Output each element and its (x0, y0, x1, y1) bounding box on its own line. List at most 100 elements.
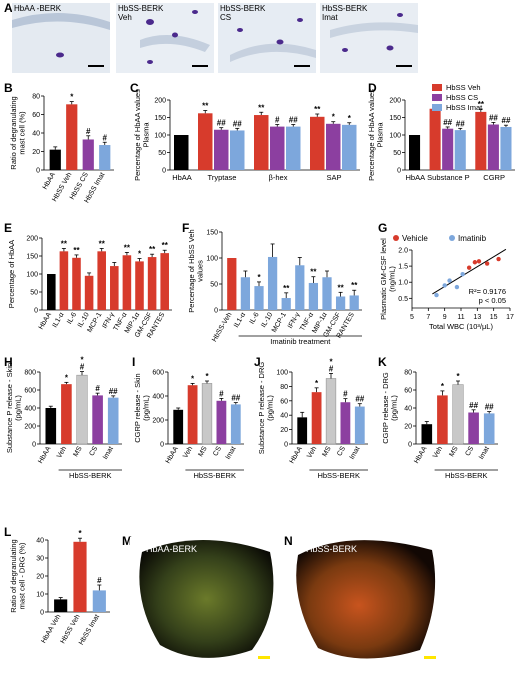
x-tick-label: HbSS Imat (78, 613, 101, 646)
x-tick-label: 13 (473, 314, 481, 321)
x-tick-label: HbAA (38, 311, 53, 331)
tissue-strand (230, 43, 316, 62)
bar (254, 286, 264, 310)
y-axis-label-line: Substance P release - DRG (257, 362, 266, 455)
x-group-label: HbSS-BERK (445, 471, 488, 480)
significance-mark: ## (355, 395, 364, 404)
y-axis-label: Percentage of HbAA (7, 240, 16, 308)
micrograph-label: HbSS-BERK (118, 4, 164, 13)
significance-mark: ** (351, 281, 358, 290)
y-tick-label: 60 (280, 398, 288, 405)
scatter-point (484, 261, 490, 266)
bar (454, 130, 466, 170)
panel-letter: F (182, 221, 189, 235)
chart-K: K 0 20 40 60 80 CGRP release - DRG(pg/mL) HbAA *… (378, 355, 498, 480)
micrograph-labels: HbAA -BERK HbSS-BERKVehHbSS-BERKCSHbSS-BE… (14, 4, 368, 22)
y-axis-label-line: mast cell (%) (18, 111, 27, 155)
stat-annotation: p < 0.05 (479, 296, 506, 305)
x-tick-label: IL-6 (66, 311, 78, 325)
y-axis-label-line: CGRP release - DRG (381, 372, 390, 444)
significance-mark: * (441, 382, 445, 391)
panel-letter: B (4, 81, 13, 95)
significance-mark: ## (443, 118, 452, 127)
significance-mark: # (275, 116, 280, 125)
bar (442, 128, 454, 170)
bar (349, 295, 359, 310)
bar (72, 257, 81, 310)
significance-mark: # (95, 384, 100, 393)
y-tick-label: 100 (276, 370, 288, 377)
x-tick-label: HbAA (172, 173, 192, 182)
legend-label: HbSS CS (446, 93, 478, 102)
bar (354, 406, 365, 444)
x-tick-label: HbAA (42, 171, 57, 191)
y-tick-label: 0 (284, 442, 288, 449)
significance-mark: ** (124, 243, 131, 252)
x-tick-label: MS (72, 445, 83, 458)
bar (92, 395, 103, 444)
significance-mark: ## (489, 113, 498, 122)
y-axis-label-line: Percentage of HbSS Veh (187, 229, 196, 312)
significance-mark: ## (109, 387, 118, 396)
x-tick-label: Veh (432, 445, 444, 459)
x-tick-label: Veh (182, 445, 194, 459)
significance-mark: ** (73, 246, 80, 255)
y-tick-label: 150 (389, 115, 401, 122)
bar (487, 124, 499, 170)
y-axis-label: CGRP release - Skin(pg/mL) (133, 373, 151, 442)
legend-marker (449, 235, 455, 241)
bar (297, 417, 308, 444)
image-label: HbAA-BERK (146, 544, 197, 554)
tissue-strand (12, 12, 110, 30)
bar (230, 130, 245, 170)
bar (322, 277, 332, 310)
y-axis-label: Ratio of degranulatingmast cell - DRG (%… (9, 539, 27, 612)
bar (421, 424, 433, 444)
x-tick-label: 9 (443, 314, 447, 321)
scatter-point (476, 259, 482, 264)
y-axis-label-line: Plasmatic GM-CSF level (379, 238, 388, 320)
bar (267, 256, 278, 310)
bar (92, 590, 106, 612)
panel-letter: J (254, 355, 261, 369)
y-tick-label: 10 (36, 592, 44, 599)
bar (311, 392, 322, 444)
x-tick-label: 7 (426, 314, 430, 321)
bar (99, 145, 111, 170)
y-tick-label: 50 (393, 150, 401, 157)
legend-label: Imatinib (458, 234, 487, 243)
significance-mark: * (456, 372, 460, 381)
significance-mark: # (343, 390, 348, 399)
y-tick-label: 80 (280, 384, 288, 391)
micrograph-label: Veh (118, 13, 132, 22)
scatter-point (447, 278, 452, 283)
y-tick-label: 0 (36, 168, 40, 175)
x-tick-label: 11 (457, 314, 464, 321)
y-tick-label: 150 (26, 254, 38, 261)
mast-cell (192, 10, 198, 14)
panel-N-image: HbSS-BERK (292, 537, 442, 667)
y-axis-label-line: (pg/mL) (142, 395, 151, 421)
bar (82, 139, 94, 170)
y-tick-label: 1.5 (398, 264, 408, 271)
y-tick-label: 40 (36, 538, 44, 545)
x-tick-label: CGRP (483, 173, 505, 182)
x-tick-label: Imat (102, 445, 115, 460)
significance-mark: # (86, 127, 91, 136)
bar (468, 412, 479, 444)
bar (173, 409, 184, 444)
y-axis-label-line: Ratio of degranulating (9, 539, 18, 612)
x-tick-label: MS (448, 445, 459, 458)
panel-letter: D (368, 81, 377, 95)
y-tick-label: 0 (408, 442, 412, 449)
significance-mark: ## (485, 403, 494, 412)
y-tick-label: 50 (30, 290, 38, 297)
drg-section (296, 540, 436, 659)
significance-mark: * (70, 93, 74, 102)
significance-mark: ** (314, 105, 321, 114)
y-axis-label-line: Percentage of HbAA (7, 240, 16, 308)
x-tick-label: HbAA Veh (40, 613, 62, 644)
